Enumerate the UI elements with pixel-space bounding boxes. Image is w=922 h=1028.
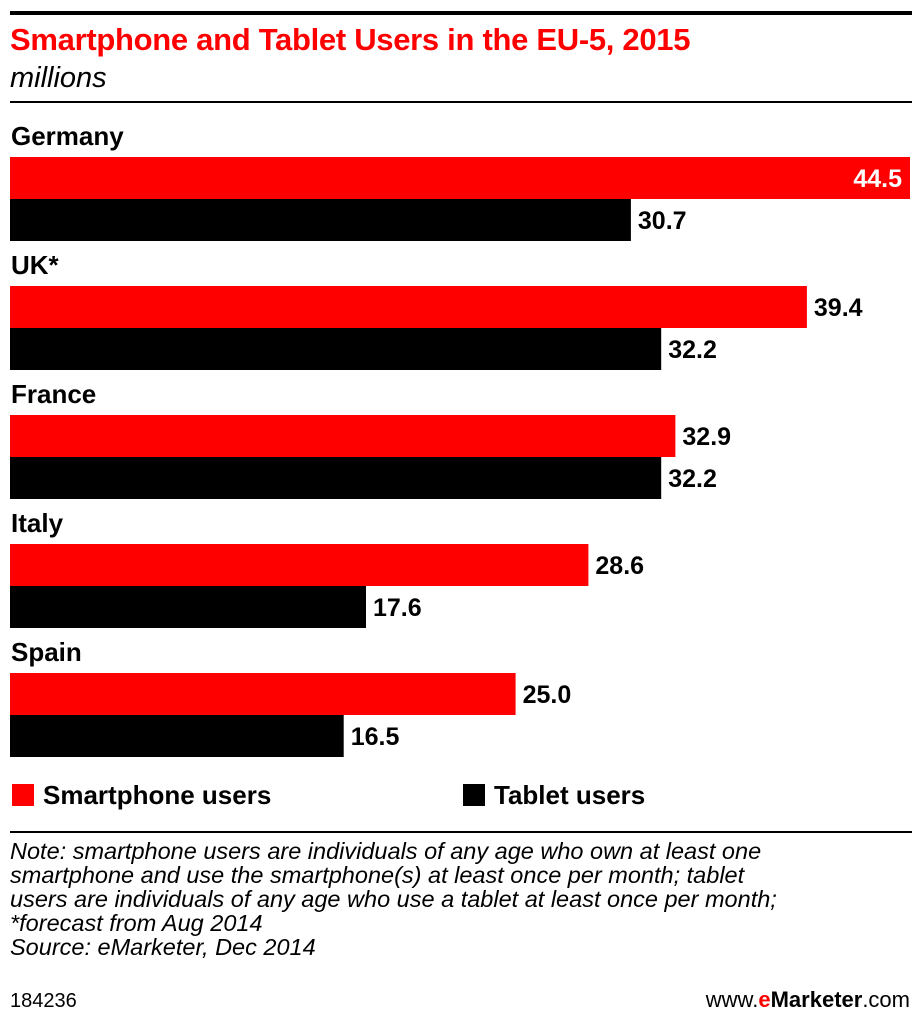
legend-tablet: Tablet users bbox=[463, 780, 645, 810]
data-label: 16.5 bbox=[351, 723, 400, 751]
tablet-bar bbox=[10, 715, 344, 757]
category-label: UK* bbox=[11, 250, 60, 280]
data-label: 17.6 bbox=[373, 594, 422, 622]
data-label: 32.9 bbox=[682, 423, 731, 451]
data-label: 44.5 bbox=[853, 165, 902, 193]
smartphone-bar bbox=[10, 673, 516, 715]
data-label: 28.6 bbox=[595, 552, 644, 580]
smartphone-bar bbox=[10, 415, 676, 457]
tablet-bar bbox=[10, 586, 366, 628]
bar-chart: Germany 44.5 30.7 UK* 39.4 32.2 France 32.9 32.2… bbox=[10, 121, 910, 757]
smartphone-bar bbox=[10, 544, 589, 586]
source-line: Source: eMarketer, Dec 2014 bbox=[10, 934, 316, 960]
chart-title: Smartphone and Tablet Users in the EU-5,… bbox=[10, 22, 691, 57]
category-label: France bbox=[11, 379, 96, 409]
data-label: 32.2 bbox=[668, 465, 717, 493]
tablet-bar bbox=[10, 457, 662, 499]
legend-tablet-label: Tablet users bbox=[494, 779, 646, 810]
header-divider bbox=[10, 101, 912, 103]
smartphone-bar bbox=[10, 157, 910, 199]
top-rule bbox=[10, 11, 912, 15]
chart-notes: Note: smartphone users are individuals o… bbox=[10, 839, 910, 959]
category-label: Germany bbox=[11, 121, 124, 151]
category-label: Italy bbox=[11, 508, 64, 538]
tablet-bar bbox=[10, 328, 662, 370]
chart-subtitle: millions bbox=[10, 62, 107, 94]
brand-logo[interactable]: www.eMarketer.com bbox=[706, 988, 910, 1012]
data-label: 32.2 bbox=[668, 336, 717, 364]
legend-smartphone-swatch bbox=[12, 784, 34, 806]
data-label: 39.4 bbox=[814, 294, 863, 322]
legend-tablet-swatch bbox=[463, 784, 485, 806]
brand-prefix: www. bbox=[705, 987, 759, 1012]
note-line: Note: smartphone users are individuals o… bbox=[10, 838, 762, 864]
brand-e: e bbox=[758, 987, 771, 1012]
note-line: smartphone and use the smartphone(s) at … bbox=[10, 862, 745, 888]
data-label: 25.0 bbox=[523, 681, 572, 709]
notes-divider bbox=[10, 831, 912, 833]
category-label: Spain bbox=[11, 637, 82, 667]
smartphone-bar bbox=[10, 286, 807, 328]
note-line: *forecast from Aug 2014 bbox=[10, 910, 263, 936]
chart-id: 184236 bbox=[10, 990, 77, 1012]
brand-suffix: .com bbox=[862, 987, 910, 1012]
tablet-bar bbox=[10, 199, 631, 241]
legend-smartphone-label: Smartphone users bbox=[43, 779, 272, 810]
legend-smartphone: Smartphone users bbox=[12, 780, 271, 810]
data-label: 30.7 bbox=[638, 207, 687, 235]
brand-name: Marketer bbox=[770, 987, 863, 1012]
note-line: users are individuals of any age who use… bbox=[10, 886, 777, 912]
